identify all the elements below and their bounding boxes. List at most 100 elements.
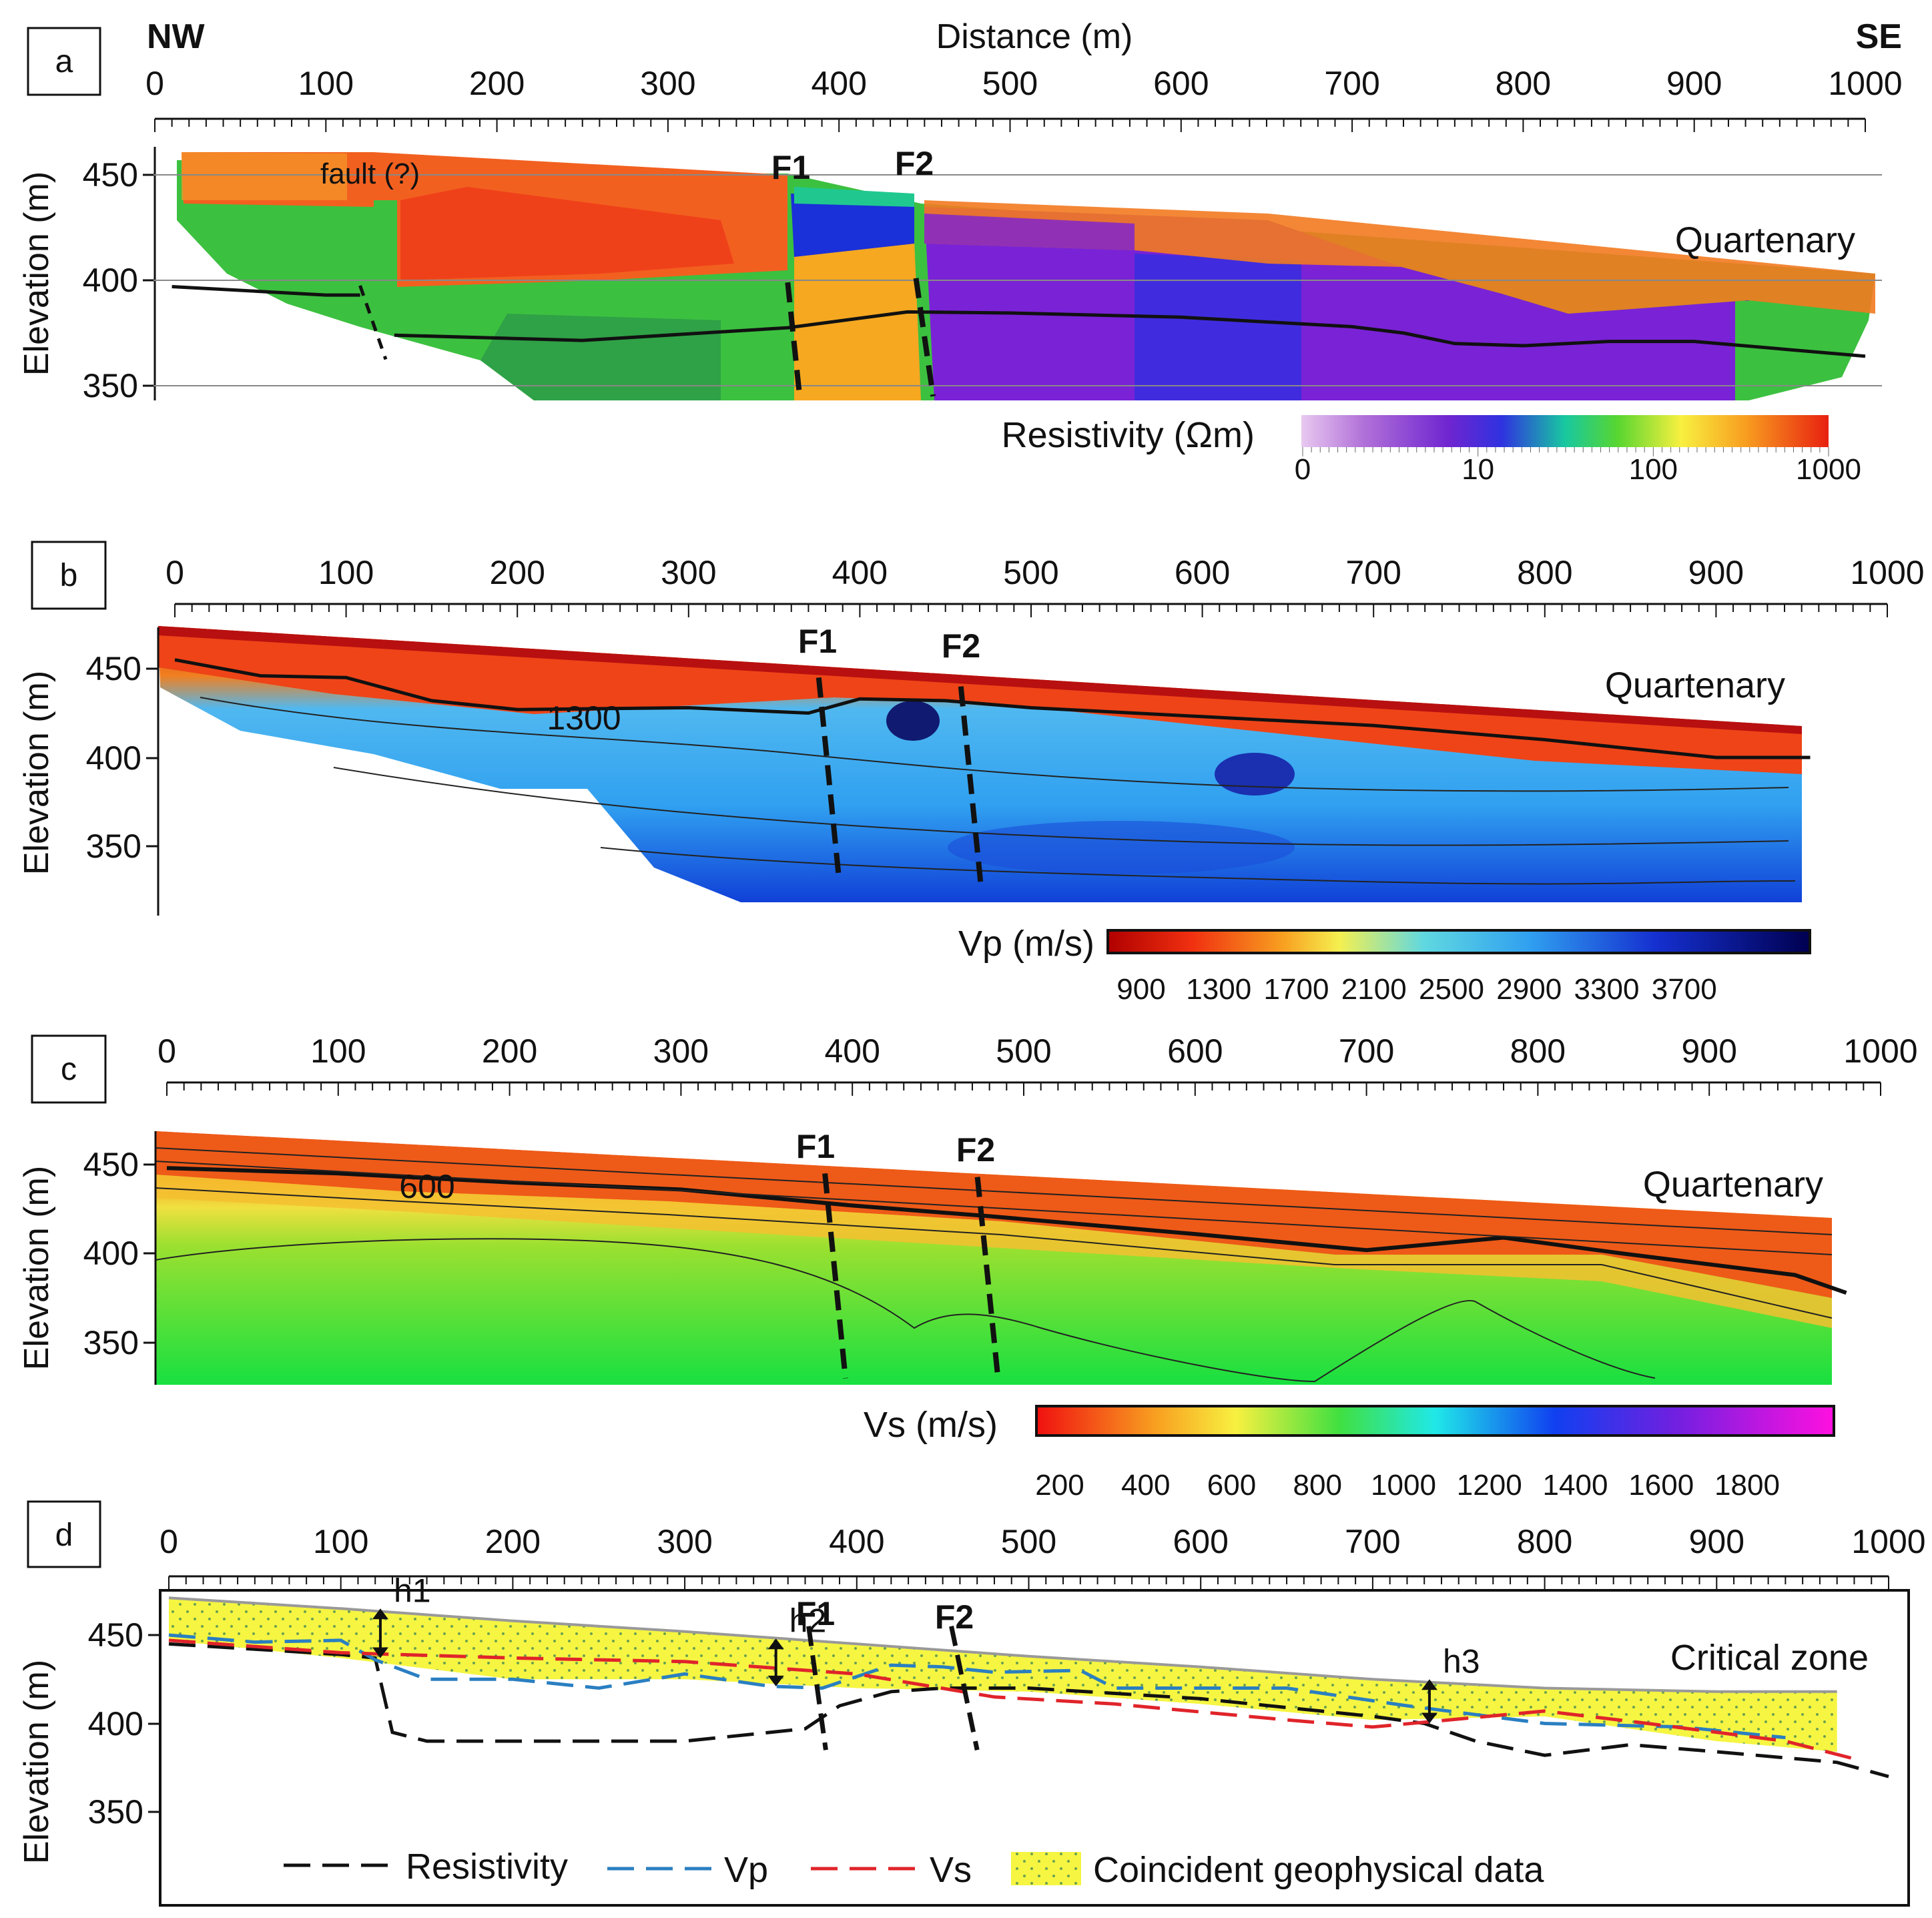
legend-critical-zone-label: Coincident geophysical data [1093, 1850, 1544, 1890]
x-tick-label: 700 [1339, 1032, 1394, 1070]
colorbar-tick-label: 100 [1629, 453, 1678, 486]
resistivity-colorbar-ticks: 0 10 100 1000 [1295, 447, 1861, 486]
x-tick-label: 500 [982, 65, 1038, 102]
fault-f2-label-d: F2 [935, 1598, 974, 1636]
x-tick-label: 200 [482, 1032, 537, 1070]
fault-question-label: fault (?) [320, 157, 420, 190]
x-tick-label: 200 [469, 65, 525, 102]
x-tick-label: 200 [485, 1523, 541, 1560]
x-axis-d: 0 100 200 300 400 500 600 700 800 900 1000 [159, 1523, 1926, 1590]
faults-b [816, 677, 984, 891]
panel-b-label-box [31, 541, 107, 610]
vp-contour-1 [200, 697, 1789, 792]
vp-quaternary-base [174, 658, 1811, 759]
colorbar-tick-label: 1800 [1714, 1469, 1780, 1502]
direction-se: SE [1856, 17, 1902, 56]
panel-a-label-box [27, 27, 101, 96]
vs-contour-600 [166, 1166, 1847, 1295]
fault-f1-label-c: F1 [796, 1128, 835, 1165]
x-tick-label: 900 [1681, 1032, 1736, 1070]
panel-d-label-box [27, 1500, 101, 1568]
fault-line [806, 1626, 828, 1750]
x-tick-label: 0 [145, 65, 164, 102]
distance-axis-title: Distance (m) [936, 17, 1133, 56]
colorbar-tick-label: 400 [1121, 1469, 1170, 1502]
x-tick-label: 800 [1510, 1032, 1566, 1070]
ground-surface-line [168, 1596, 1837, 1693]
resistivity-cyan-strip [794, 187, 914, 207]
x-tick-label: 100 [318, 554, 374, 591]
fault-f1-label-a: F1 [771, 149, 810, 186]
panel-d-frame [159, 1589, 1910, 1907]
colorbar-tick-label: 3700 [1652, 973, 1717, 1006]
x-tick-label: 1000 [1843, 1032, 1917, 1070]
fault-f2-label-a: F2 [895, 145, 934, 182]
vp-section [158, 626, 1811, 902]
thickness-marker-label: h1 [394, 1572, 431, 1609]
fault-line [974, 1177, 1001, 1379]
x-tick-label: 400 [829, 1523, 884, 1560]
elevation-axis-title-a: Elevation (m) [17, 172, 56, 376]
resistivity-dark-green-zone [480, 314, 721, 400]
x-tick-label: 100 [313, 1523, 368, 1560]
fault-line [913, 278, 936, 397]
colorbar-tick-label: 1000 [1371, 1469, 1436, 1502]
vp-colorbar-title: Vp (m/s) [958, 924, 1094, 964]
x-tick-label: 700 [1345, 1523, 1400, 1560]
resistivity-colorbar-title: Resistivity (Ωm) [1002, 415, 1255, 455]
panel-a: a NW SE Distance (m) 0 100 200 300 400 500 600… [17, 17, 1903, 486]
panel-c-label: c [61, 1052, 77, 1087]
quartenary-label-a: Quartenary [1675, 220, 1855, 260]
fault-line [958, 686, 984, 891]
vs-colorbar [1035, 1405, 1835, 1437]
x-tick-label: 800 [1517, 554, 1572, 591]
colorbar-tick-label: 2100 [1341, 973, 1407, 1006]
fault-f1-label-d: F1 [796, 1595, 835, 1632]
fault-f1-label-b: F1 [798, 623, 837, 660]
x-tick-label: 1000 [1828, 65, 1902, 102]
vp-contour-3 [600, 847, 1796, 885]
colorbar-tick-label: 3300 [1574, 973, 1640, 1006]
x-tick-label: 900 [1666, 65, 1722, 102]
elevation-axis-title-c: Elevation (m) [17, 1166, 56, 1370]
vs-colorbar-ticks: 200 400 600 800 1000 1200 1400 1600 1800 [1035, 1469, 1780, 1502]
thickness-marker-label: h3 [1443, 1642, 1480, 1680]
x-tick-label: 200 [489, 554, 545, 591]
thickness-arrow-head [767, 1638, 784, 1650]
x-tick-label: 900 [1689, 1523, 1744, 1560]
thickness-arrow-head [1421, 1679, 1437, 1690]
vp-high-velocity-anomaly-2 [1215, 753, 1295, 795]
y-tick-label: 350 [88, 1793, 143, 1831]
thickness-markers: h1 h2 h3 [372, 1572, 1480, 1724]
colorbar-tick-label: 1300 [1186, 973, 1251, 1006]
series-resistivity-line [168, 1642, 1889, 1779]
vp-contour-label: 1300 [547, 699, 621, 737]
fault-line [785, 282, 803, 397]
y-axis-a: 450 400 350 [83, 147, 156, 404]
x-tick-label: 600 [1153, 65, 1209, 102]
x-tick-label: 700 [1345, 554, 1401, 591]
y-tick-label: 350 [83, 367, 138, 404]
resistivity-colorbar [1301, 415, 1829, 447]
vp-colorbar [1106, 929, 1811, 954]
resistivity-purple-shallow [924, 214, 1135, 250]
x-tick-label: 400 [824, 1032, 880, 1070]
x-tick-label: 0 [166, 554, 184, 591]
vp-deep-anomaly [948, 821, 1295, 874]
resistivity-red-core [400, 187, 734, 280]
vp-high-velocity-anomaly-1 [886, 701, 940, 741]
thickness-arrow-head [1421, 1712, 1437, 1724]
y-tick-label: 400 [83, 1235, 139, 1272]
fault-line [816, 677, 842, 882]
thickness-arrow-head [372, 1647, 388, 1658]
fault-f2-label-b: F2 [942, 627, 980, 665]
x-axis-c: 0 100 200 300 400 500 600 700 800 900 1000 [157, 1032, 1918, 1096]
x-tick-label: 500 [996, 1032, 1051, 1070]
x-tick-label: 900 [1688, 554, 1744, 591]
x-tick-label: 700 [1324, 65, 1379, 102]
x-tick-label: 300 [640, 65, 695, 102]
resistivity-section [172, 152, 1875, 400]
y-tick-label: 450 [86, 650, 141, 687]
y-tick-label: 450 [83, 156, 138, 194]
